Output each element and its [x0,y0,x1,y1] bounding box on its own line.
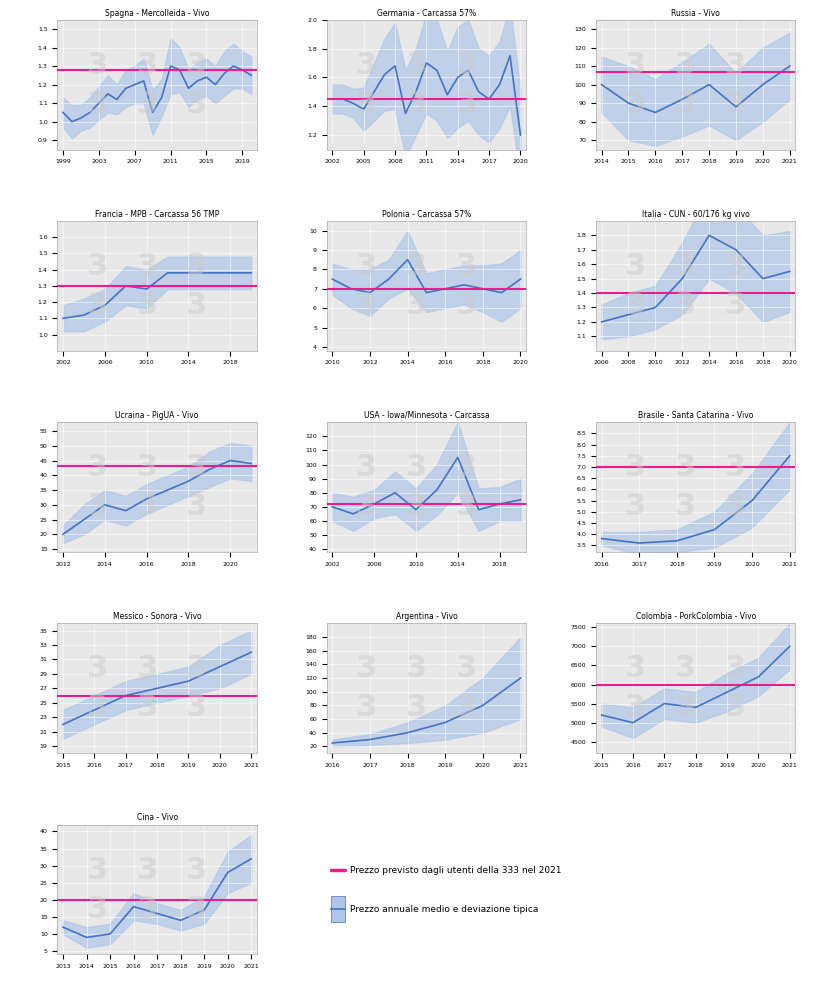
Text: 3: 3 [674,694,695,722]
Text: 3: 3 [455,654,477,683]
Title: Spagna - Mercolleida - Vivo: Spagna - Mercolleida - Vivo [105,9,209,18]
Text: 3: 3 [724,50,745,80]
Text: 3: 3 [186,453,207,482]
Text: 3: 3 [405,291,427,320]
FancyBboxPatch shape [331,896,345,922]
Text: 3: 3 [625,50,645,80]
Text: 3: 3 [455,252,477,280]
Text: 3: 3 [137,252,157,280]
Title: Cina - Vivo: Cina - Vivo [137,814,178,823]
Text: 3: 3 [186,492,207,522]
Text: 3: 3 [625,90,645,118]
Text: 3: 3 [137,894,157,924]
Title: Polonia - Carcassa 57%: Polonia - Carcassa 57% [382,210,470,218]
Text: 3: 3 [87,252,108,280]
Text: 3: 3 [137,291,157,320]
Text: 3: 3 [186,654,207,683]
Text: 3: 3 [405,492,427,522]
Title: Francia - MPB - Carcassa 56 TMP: Francia - MPB - Carcassa 56 TMP [95,210,219,218]
Text: 3: 3 [724,291,745,320]
Title: Italia - CUN - 60/176 kg vivo: Italia - CUN - 60/176 kg vivo [641,210,749,218]
Text: 3: 3 [137,694,157,722]
Text: 3: 3 [455,90,477,118]
Text: 3: 3 [137,492,157,522]
Text: 3: 3 [355,453,377,482]
Title: Colombia - PorkColombia - Vivo: Colombia - PorkColombia - Vivo [635,612,755,621]
Text: 3: 3 [405,90,427,118]
Text: 3: 3 [87,90,108,118]
Text: 3: 3 [674,90,695,118]
Text: Prezzo previsto dagli utenti della 333 nel 2021: Prezzo previsto dagli utenti della 333 n… [350,866,561,875]
Text: 3: 3 [87,654,108,683]
Text: 3: 3 [405,453,427,482]
Text: 3: 3 [724,694,745,722]
Text: 3: 3 [186,894,207,924]
Text: 3: 3 [87,856,108,885]
Text: 3: 3 [455,291,477,320]
Text: 3: 3 [625,654,645,683]
Text: 3: 3 [455,694,477,722]
Text: 3: 3 [87,492,108,522]
Text: 3: 3 [87,694,108,722]
Text: 3: 3 [137,90,157,118]
Text: 3: 3 [137,856,157,885]
Text: 3: 3 [455,50,477,80]
Text: 3: 3 [674,50,695,80]
Text: 3: 3 [186,50,207,80]
Text: 3: 3 [405,694,427,722]
Text: 3: 3 [355,492,377,522]
Text: 3: 3 [405,252,427,280]
Title: Messico - Sonora - Vivo: Messico - Sonora - Vivo [113,612,201,621]
Text: 3: 3 [405,654,427,683]
Text: 3: 3 [455,453,477,482]
Text: 3: 3 [724,252,745,280]
Title: Russia - Vivo: Russia - Vivo [671,9,719,18]
Text: 3: 3 [355,90,377,118]
Text: 3: 3 [186,90,207,118]
Text: 3: 3 [724,492,745,522]
Text: Prezzo annuale medio e deviazione tipica: Prezzo annuale medio e deviazione tipica [350,904,538,913]
Text: 3: 3 [625,492,645,522]
Text: 3: 3 [455,492,477,522]
Text: 3: 3 [355,252,377,280]
Title: Argentina - Vivo: Argentina - Vivo [395,612,457,621]
Title: Germania - Carcassa 57%: Germania - Carcassa 57% [377,9,475,18]
Text: 3: 3 [724,654,745,683]
Text: 3: 3 [137,654,157,683]
Text: 3: 3 [625,291,645,320]
Text: 3: 3 [674,492,695,522]
Text: 3: 3 [186,252,207,280]
Text: 3: 3 [87,50,108,80]
Text: 3: 3 [405,50,427,80]
Text: 3: 3 [674,252,695,280]
Text: 3: 3 [87,453,108,482]
Text: 3: 3 [87,291,108,320]
Title: Ucraina - PigUA - Vivo: Ucraina - PigUA - Vivo [115,411,198,420]
Text: 3: 3 [674,654,695,683]
Text: 3: 3 [724,453,745,482]
Text: 3: 3 [674,291,695,320]
Text: 3: 3 [674,453,695,482]
Text: 3: 3 [87,894,108,924]
Text: 3: 3 [724,90,745,118]
Title: USA - Iowa/Minnesota - Carcassa: USA - Iowa/Minnesota - Carcassa [363,411,489,420]
Text: 3: 3 [625,252,645,280]
Text: 3: 3 [355,694,377,722]
Text: 3: 3 [137,50,157,80]
Text: 3: 3 [355,291,377,320]
Text: 3: 3 [186,694,207,722]
Text: 3: 3 [186,291,207,320]
Title: Brasile - Santa Catarina - Vivo: Brasile - Santa Catarina - Vivo [637,411,753,420]
Text: 3: 3 [625,453,645,482]
Text: 3: 3 [355,654,377,683]
Text: 3: 3 [625,694,645,722]
Text: 3: 3 [355,50,377,80]
Text: 3: 3 [137,453,157,482]
Text: 3: 3 [186,856,207,885]
